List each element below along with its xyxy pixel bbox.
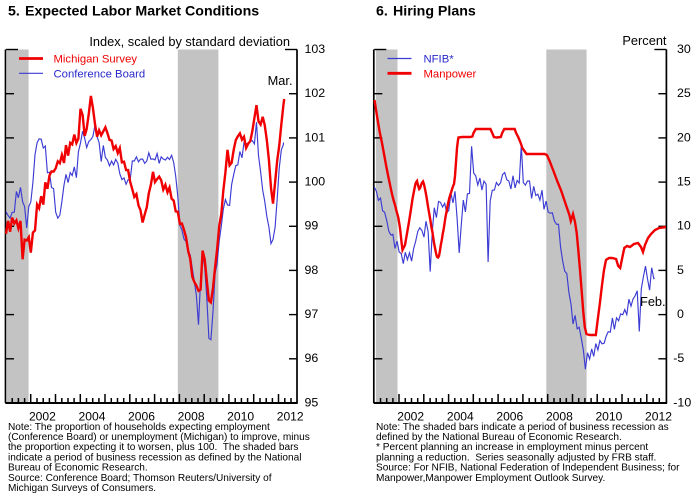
svg-text:(Conference Board) or unemploy: (Conference Board) or unemployment (Mich…: [8, 432, 310, 443]
svg-text:planning a reduction. Series: planning a reduction. Series seasonally …: [376, 452, 656, 463]
svg-text:Manpower: Manpower: [424, 68, 477, 80]
svg-text:2002: 2002: [29, 410, 56, 424]
svg-text:2010: 2010: [595, 410, 622, 424]
svg-text:15: 15: [677, 175, 691, 189]
svg-text:10: 10: [677, 219, 691, 233]
svg-text:Mar.: Mar.: [268, 73, 293, 88]
svg-text:Note: The shaded bars indicate: Note: The shaded bars indicate a period …: [376, 422, 669, 433]
svg-text:* Percent planning an increase: * Percent planning an increase in employ…: [376, 442, 648, 453]
svg-text:2006: 2006: [496, 410, 523, 424]
svg-text:0: 0: [677, 307, 684, 321]
svg-text:defined by the National Bureau: defined by the National Bureau of Econom…: [376, 432, 622, 443]
svg-text:2008: 2008: [546, 410, 573, 424]
svg-text:Michigan Surveys of Consumers.: Michigan Surveys of Consumers.: [8, 483, 156, 494]
svg-text:96: 96: [305, 351, 319, 365]
svg-text:100: 100: [305, 175, 326, 189]
svg-text:NFIB*: NFIB*: [424, 54, 455, 66]
svg-text:Percent: Percent: [622, 33, 667, 48]
svg-text:Source: Conference Board; Thom: Source: Conference Board; Thomson Reuter…: [8, 473, 272, 484]
svg-text:2012: 2012: [277, 410, 304, 424]
svg-text:2010: 2010: [227, 410, 254, 424]
svg-text:-5: -5: [673, 351, 684, 365]
svg-text:Index, scaled by standard devi: Index, scaled by standard deviation: [89, 34, 290, 49]
svg-text:5: 5: [677, 263, 684, 277]
svg-text:Michigan Survey: Michigan Survey: [54, 54, 138, 66]
svg-text:Expected Labor Market Conditio: Expected Labor Market Conditions: [25, 4, 259, 20]
svg-text:99: 99: [305, 219, 319, 233]
svg-text:indicate a period of business: indicate a period of business recession …: [8, 452, 301, 463]
svg-text:2002: 2002: [397, 410, 424, 424]
svg-text:5.: 5.: [8, 4, 20, 20]
svg-text:2004: 2004: [447, 410, 474, 424]
svg-text:98: 98: [305, 263, 319, 277]
svg-text:Note: The proportion of househ: Note: The proportion of households expec…: [8, 422, 270, 433]
svg-text:102: 102: [305, 86, 326, 100]
svg-text:2006: 2006: [128, 410, 155, 424]
svg-text:Hiring Plans: Hiring Plans: [393, 4, 476, 20]
svg-text:95: 95: [305, 395, 319, 409]
svg-text:2004: 2004: [79, 410, 106, 424]
svg-text:2012: 2012: [645, 410, 672, 424]
svg-text:101: 101: [305, 130, 326, 144]
svg-text:20: 20: [677, 130, 691, 144]
svg-text:the proportion expecting it to: the proportion expecting it to worsen, p…: [8, 442, 298, 453]
svg-text:25: 25: [677, 86, 691, 100]
svg-text:103: 103: [305, 42, 326, 56]
svg-text:Bureau of Economic Research.: Bureau of Economic Research.: [8, 463, 148, 474]
svg-text:Source: For NFIB, National Fed: Source: For NFIB, National Federation of…: [376, 463, 680, 474]
svg-text:Conference Board: Conference Board: [54, 68, 146, 80]
svg-text:Feb.: Feb.: [640, 294, 666, 309]
svg-text:Manpower,Manpower Employment O: Manpower,Manpower Employment Outlook Sur…: [376, 473, 605, 484]
svg-text:-10: -10: [673, 395, 691, 409]
svg-text:6.: 6.: [376, 4, 388, 20]
svg-text:97: 97: [305, 307, 319, 321]
svg-text:30: 30: [677, 42, 691, 56]
svg-text:2008: 2008: [178, 410, 205, 424]
